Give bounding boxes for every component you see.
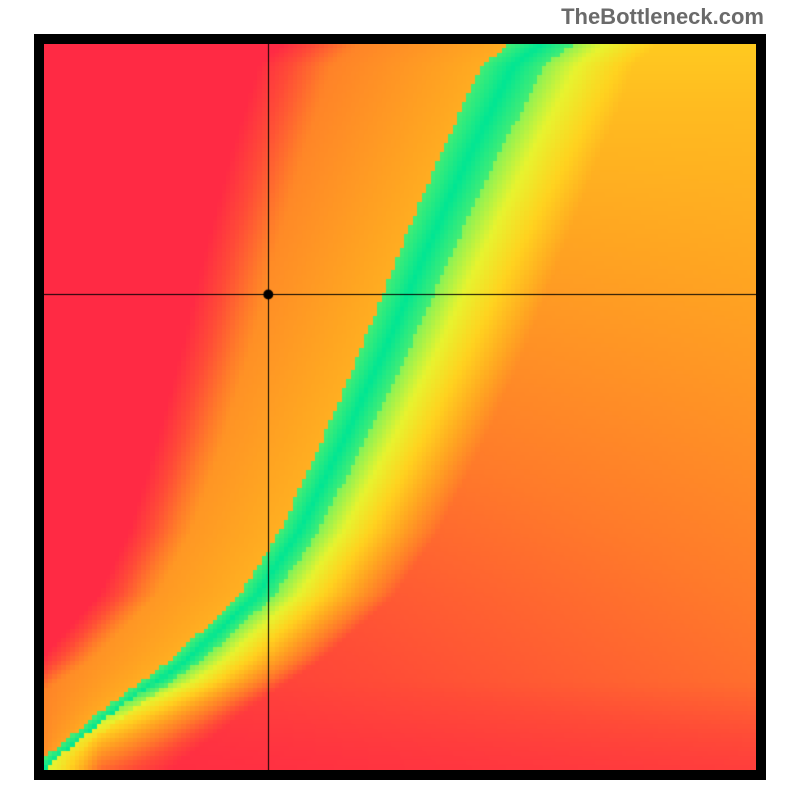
figure-container: TheBottleneck.com <box>0 0 800 800</box>
attribution-text: TheBottleneck.com <box>561 4 764 30</box>
heatmap-canvas <box>44 44 756 770</box>
plot-frame <box>34 34 766 780</box>
